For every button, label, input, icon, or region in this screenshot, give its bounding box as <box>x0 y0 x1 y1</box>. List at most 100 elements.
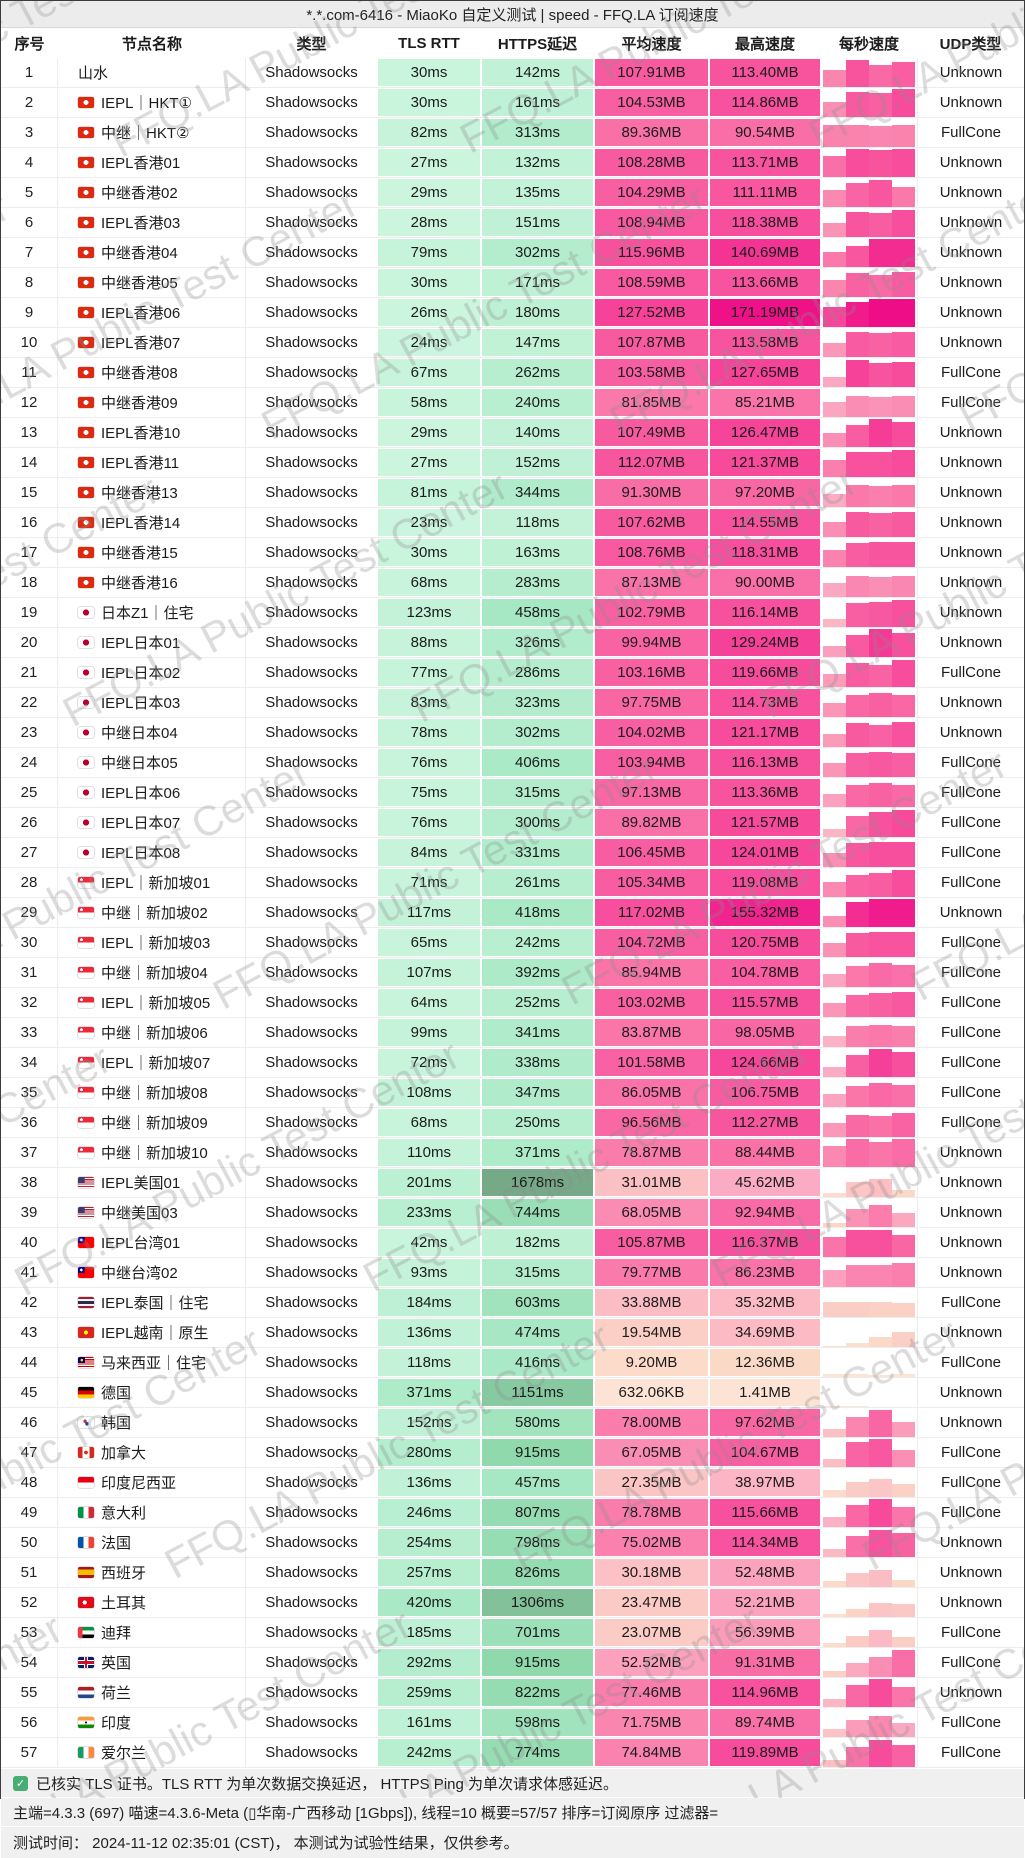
speed-bar-segment <box>869 180 892 207</box>
speed-bar-segment <box>823 734 846 747</box>
speed-bars <box>823 299 915 327</box>
cell-tls-rtt: 123ms <box>378 599 480 626</box>
cell-avg-speed: 104.53MB <box>595 89 708 116</box>
cell-max-speed: 113.36MB <box>710 779 820 806</box>
cell-udp-type: FullCone <box>917 1648 1024 1677</box>
cell-udp-type: FullCone <box>917 1078 1024 1107</box>
table-row: 18 中继香港16 Shadowsocks 68ms 283ms 87.13MB 90.00… <box>1 568 1024 598</box>
node-name-text: 中继｜新加坡10 <box>101 1145 208 1162</box>
cell-https-latency: 416ms <box>482 1349 593 1376</box>
speed-bars <box>823 899 915 927</box>
speed-bar-segment <box>823 853 846 867</box>
flag-icon-tr <box>78 1597 94 1608</box>
table-row: 27 IEPL日本08 Shadowsocks 84ms 331ms 106.45MB 12… <box>1 838 1024 868</box>
cell-tls-rtt: 71ms <box>378 869 480 896</box>
speed-bar-segment <box>869 239 892 267</box>
cell-https-latency: 598ms <box>482 1709 593 1736</box>
cell-tls-rtt: 107ms <box>378 959 480 986</box>
speed-bar-segment <box>869 873 892 897</box>
speed-bar-segment <box>823 494 846 507</box>
cell-https-latency: 1306ms <box>482 1589 593 1616</box>
cell-protocol-type: Shadowsocks <box>265 634 358 651</box>
table-row: 31 中继｜新加坡04 Shadowsocks 107ms 392ms 85.94MB 10… <box>1 958 1024 988</box>
speed-bars <box>823 779 915 807</box>
node-name-text: IEPL日本02 <box>101 665 181 682</box>
node-name-text: 日本Z1｜住宅 <box>101 605 194 622</box>
cell-tls-rtt: 24ms <box>378 329 480 356</box>
speed-bar-segment <box>892 1026 915 1047</box>
speed-bar-segment <box>869 274 892 297</box>
cell-node-name: 中继｜HKT② <box>58 118 246 147</box>
table-row: 20 IEPL日本01 Shadowsocks 88ms 326ms 99.94MB 129… <box>1 628 1024 658</box>
speed-bar-segment <box>869 333 892 357</box>
cell-node-name: 法国 <box>58 1528 246 1557</box>
cell-tls-rtt: 254ms <box>378 1529 480 1556</box>
cell-https-latency: 140ms <box>482 419 593 446</box>
cell-node-name: 中继香港09 <box>58 388 246 417</box>
speed-bar-segment <box>869 1302 892 1317</box>
speed-bar-segment <box>823 1698 846 1707</box>
node-name-text: 中继｜新加坡04 <box>101 965 208 982</box>
cell-udp-type: Unknown <box>917 1198 1024 1227</box>
speed-bar-segment <box>846 1139 869 1167</box>
speed-bar-segment <box>846 901 869 927</box>
node-name-text: IEPL日本03 <box>101 695 181 712</box>
speed-bar-segment <box>869 1374 892 1377</box>
cell-udp-type: FullCone <box>917 838 1024 867</box>
flag-icon-sg <box>78 877 94 888</box>
cell-seq: 13 <box>1 418 58 447</box>
cell-node-name: 西班牙 <box>58 1558 246 1587</box>
cell-tls-rtt: 29ms <box>378 179 480 206</box>
speed-bar-segment <box>846 753 869 777</box>
node-name-text: 中继香港09 <box>101 395 178 412</box>
flag-icon-sg <box>78 1147 94 1158</box>
cell-seq: 57 <box>1 1738 58 1767</box>
cell-seq: 49 <box>1 1498 58 1527</box>
table-row: 19 日本Z1｜住宅 Shadowsocks 123ms 458ms 102.79MB 11… <box>1 598 1024 628</box>
cell-seq: 11 <box>1 358 58 387</box>
node-name-text: 中继香港02 <box>101 185 178 202</box>
table-row: 49 意大利 Shadowsocks 246ms 807ms 78.78MB 115.66M… <box>1 1498 1024 1528</box>
cell-https-latency: 344ms <box>482 479 593 506</box>
cell-avg-speed: 81.85MB <box>595 389 708 416</box>
node-name-text: IEPL香港01 <box>101 155 181 172</box>
cell-avg-speed: 89.36MB <box>595 119 708 146</box>
flag-icon-tw <box>78 1267 94 1278</box>
speed-bar-segment <box>869 513 892 537</box>
speed-bar-segment <box>823 307 846 327</box>
cell-udp-type: Unknown <box>917 298 1024 327</box>
cell-https-latency: 161ms <box>482 89 593 116</box>
flag-icon-gb <box>78 1657 94 1668</box>
cell-seq: 52 <box>1 1588 58 1617</box>
cell-tls-rtt: 42ms <box>378 1229 480 1256</box>
speed-bar-segment <box>823 828 846 837</box>
speed-bars <box>823 119 915 147</box>
speed-bar-segment <box>892 511 915 537</box>
flag-icon-sg <box>78 937 94 948</box>
table-row: 50 法国 Shadowsocks 254ms 798ms 75.02MB 114.34MB… <box>1 1528 1024 1558</box>
speed-bar-segment <box>892 600 915 627</box>
cell-avg-speed: 106.45MB <box>595 839 708 866</box>
cell-avg-speed: 103.16MB <box>595 659 708 686</box>
flag-icon-sg <box>78 967 94 978</box>
cell-node-name: 日本Z1｜住宅 <box>58 598 246 627</box>
column-header-https-latency: HTTPS延迟 <box>497 35 578 53</box>
speed-bar-segment <box>846 125 869 147</box>
cell-avg-speed: 97.13MB <box>595 779 708 806</box>
speed-bar-segment <box>823 1671 846 1677</box>
speed-bar-segment <box>892 484 915 507</box>
speed-bar-segment <box>892 1190 915 1197</box>
node-name-text: 爱尔兰 <box>101 1745 147 1762</box>
cell-node-name: IEPL日本01 <box>58 628 246 657</box>
cell-tls-rtt: 99ms <box>378 1019 480 1046</box>
cell-seq: 10 <box>1 328 58 357</box>
cell-seq: 9 <box>1 298 58 327</box>
cell-seq: 30 <box>1 928 58 957</box>
speed-bar-segment <box>869 664 892 687</box>
cell-udp-type: FullCone <box>917 1018 1024 1047</box>
cell-seq: 4 <box>1 148 58 177</box>
cell-seq: 7 <box>1 238 58 267</box>
cell-udp-type: Unknown <box>917 538 1024 567</box>
node-name-text: 韩国 <box>101 1415 132 1432</box>
cell-protocol-type: Shadowsocks <box>265 664 358 681</box>
